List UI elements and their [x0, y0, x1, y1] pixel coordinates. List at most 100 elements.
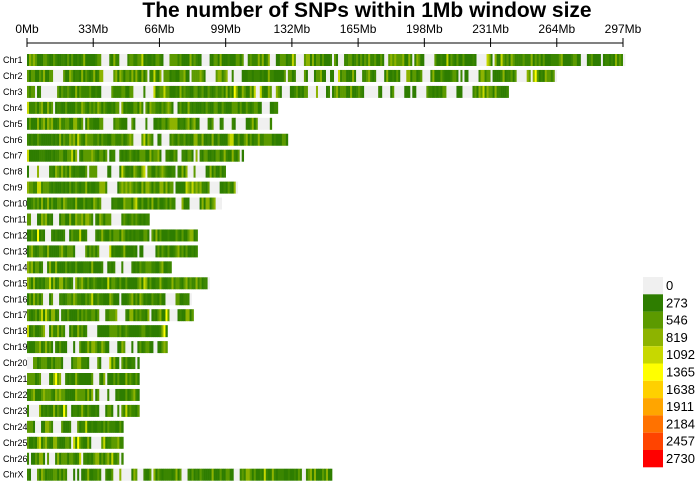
- density-bin: [119, 85, 122, 98]
- density-bin: [29, 69, 32, 82]
- density-bin: [67, 309, 70, 322]
- density-bin: [360, 69, 363, 82]
- density-bin: [400, 54, 403, 66]
- density-bin: [181, 468, 184, 481]
- density-bin: [47, 69, 50, 82]
- density-bin: [51, 357, 54, 370]
- density-bin: [315, 468, 319, 481]
- density-bin: [111, 245, 114, 258]
- density-bin: [89, 101, 92, 114]
- density-bin: [141, 117, 144, 130]
- density-bin: [315, 69, 319, 82]
- density-bin: [65, 181, 68, 194]
- density-bin: [426, 54, 429, 66]
- density-bin: [65, 357, 68, 370]
- density-bin: [464, 69, 467, 82]
- density-bin: [173, 165, 176, 178]
- density-bin: [123, 277, 126, 290]
- density-bin: [87, 341, 90, 354]
- density-bin: [77, 341, 80, 354]
- density-bin: [456, 54, 459, 66]
- density-bin: [177, 133, 180, 146]
- density-bin: [163, 69, 166, 82]
- density-bin: [47, 325, 50, 338]
- density-bin: [39, 165, 42, 178]
- density-bin: [175, 229, 178, 242]
- density-bin: [47, 277, 50, 290]
- density-bin: [181, 293, 184, 306]
- density-bin: [159, 197, 162, 210]
- density-bin: [89, 54, 92, 66]
- density-bin: [165, 69, 168, 82]
- density-bin: [101, 404, 104, 417]
- density-bin: [346, 69, 349, 82]
- density-bin: [430, 54, 433, 66]
- chromosome-label: ChrX: [3, 470, 24, 480]
- density-bin: [75, 261, 78, 274]
- density-bin: [43, 54, 46, 66]
- density-bin: [159, 117, 162, 130]
- density-bin: [330, 85, 333, 98]
- density-bin: [93, 165, 96, 178]
- density-bin: [77, 85, 80, 98]
- density-bin: [165, 309, 168, 322]
- density-bin: [83, 436, 86, 449]
- density-bin: [181, 54, 184, 66]
- density-bin: [209, 165, 212, 178]
- density-bin: [89, 133, 92, 146]
- density-bin: [215, 117, 218, 130]
- density-bin: [319, 85, 323, 98]
- density-bin: [273, 468, 277, 481]
- density-bin: [73, 197, 76, 210]
- density-bin: [73, 436, 76, 449]
- density-bin: [41, 117, 44, 130]
- density-bin: [490, 85, 493, 98]
- density-bin: [350, 85, 353, 98]
- density-bin: [53, 436, 56, 449]
- density-bin: [249, 117, 253, 130]
- density-bin: [137, 309, 140, 322]
- density-bin: [27, 69, 30, 82]
- density-bin: [157, 245, 160, 258]
- density-bin: [135, 69, 138, 82]
- density-bin: [51, 245, 54, 258]
- density-bin: [55, 404, 58, 417]
- density-bin: [153, 277, 156, 290]
- density-bin: [59, 341, 62, 354]
- density-bin: [157, 133, 160, 146]
- density-bin: [111, 54, 114, 66]
- density-bin: [113, 165, 116, 178]
- chromosome-label: Chr10: [3, 199, 28, 209]
- density-bin: [163, 181, 166, 194]
- density-bin: [326, 69, 329, 82]
- density-bin: [171, 85, 174, 98]
- density-bin: [153, 229, 156, 242]
- density-bin: [103, 341, 106, 354]
- density-bin: [39, 404, 42, 417]
- density-bin: [83, 133, 86, 146]
- density-bin: [285, 54, 289, 66]
- density-bin: [33, 197, 36, 210]
- density-bin: [155, 197, 158, 210]
- density-bin: [129, 341, 132, 354]
- density-bin: [245, 101, 249, 114]
- density-bin: [281, 468, 285, 481]
- density-bin: [51, 181, 54, 194]
- density-bin: [77, 388, 80, 401]
- density-bin: [205, 133, 208, 146]
- density-bin: [91, 133, 94, 146]
- density-bin: [340, 54, 343, 66]
- density-bin: [171, 245, 174, 258]
- density-bin: [185, 468, 188, 481]
- density-bin: [43, 133, 46, 146]
- density-bin: [71, 69, 74, 82]
- density-bin: [111, 436, 114, 449]
- density-bin: [462, 69, 465, 82]
- density-bin: [135, 197, 138, 210]
- density-bin: [177, 69, 180, 82]
- density-bin: [352, 85, 355, 98]
- density-bin: [117, 277, 120, 290]
- density-bin: [111, 373, 114, 385]
- density-bin: [129, 85, 132, 98]
- density-bin: [616, 54, 620, 66]
